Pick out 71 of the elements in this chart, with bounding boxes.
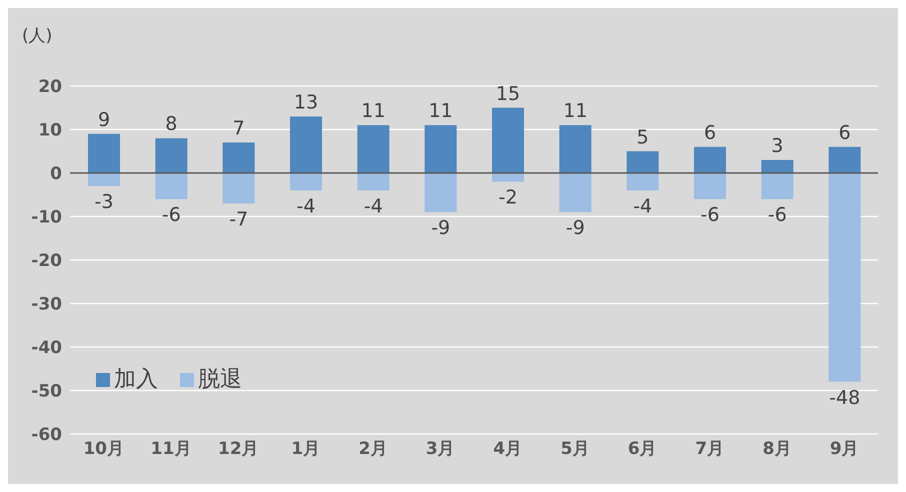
bar [222,142,255,173]
data-label: -6 [700,204,720,226]
bar [828,146,861,173]
bar [155,173,188,200]
data-label: 11 [563,100,588,122]
x-tick-label: 9月 [830,439,859,460]
data-label: -3 [94,191,114,214]
data-label: 7 [232,118,245,140]
bar [222,173,255,204]
bar [694,146,726,173]
data-label: 6 [838,122,851,144]
bar [155,138,188,173]
data-label: -4 [364,195,383,218]
data-label: -4 [296,195,316,218]
x-tick-label: 10月 [83,439,124,460]
x-tick-label: 4月 [493,439,522,460]
x-tick-label: 2月 [358,439,388,460]
data-label: 6 [704,122,716,144]
data-label: 11 [428,100,453,122]
bar [761,173,794,200]
data-label: 8 [165,113,178,136]
y-tick-label: -30 [31,294,62,315]
data-label: -6 [162,204,181,226]
bar [424,125,457,173]
bar [88,134,120,173]
data-label: 3 [771,134,784,157]
bar [424,173,457,212]
bar [559,125,592,173]
bar [357,125,390,173]
y-tick-label: 10 [38,120,62,141]
x-tick-label: 7月 [695,439,724,460]
data-label: -9 [431,217,450,240]
bar [828,173,861,382]
y-tick-label: -40 [31,338,62,358]
x-tick-label: 11月 [150,439,192,460]
y-axis-title: (人) [22,25,52,47]
x-tick-label: 3月 [426,439,455,460]
bar [694,173,726,200]
data-label: -9 [566,217,585,240]
data-label: -2 [498,186,518,209]
y-tick-label: -20 [31,251,62,272]
bar [357,173,390,190]
y-tick-label: -50 [31,382,62,402]
data-label: 5 [636,126,649,148]
bar [626,151,659,173]
x-tick-label: 8月 [762,439,792,460]
bar [290,173,322,190]
data-label: 13 [294,91,318,114]
data-label: 15 [496,82,520,105]
y-tick-label: -10 [31,208,62,228]
x-tick-label: 12月 [218,439,259,460]
bar [626,173,659,190]
bar [492,108,524,173]
data-label: -6 [768,204,787,226]
data-label: -48 [829,386,860,409]
legend-label: 加入 [114,367,158,392]
bar [290,116,322,173]
data-label: 9 [98,108,110,131]
x-tick-label: 1月 [291,439,320,460]
legend-label: 脱退 [198,367,242,392]
x-tick-label: 6月 [628,439,657,460]
y-tick-label: -60 [31,425,62,446]
data-label: 11 [361,100,386,122]
bar [88,173,120,186]
y-tick-label: 0 [50,164,62,184]
y-tick-label: 20 [38,77,62,98]
data-label: -7 [229,208,248,230]
data-label: -4 [633,195,652,218]
bar [761,160,794,173]
x-tick-label: 5月 [560,439,590,460]
bar [559,173,592,212]
